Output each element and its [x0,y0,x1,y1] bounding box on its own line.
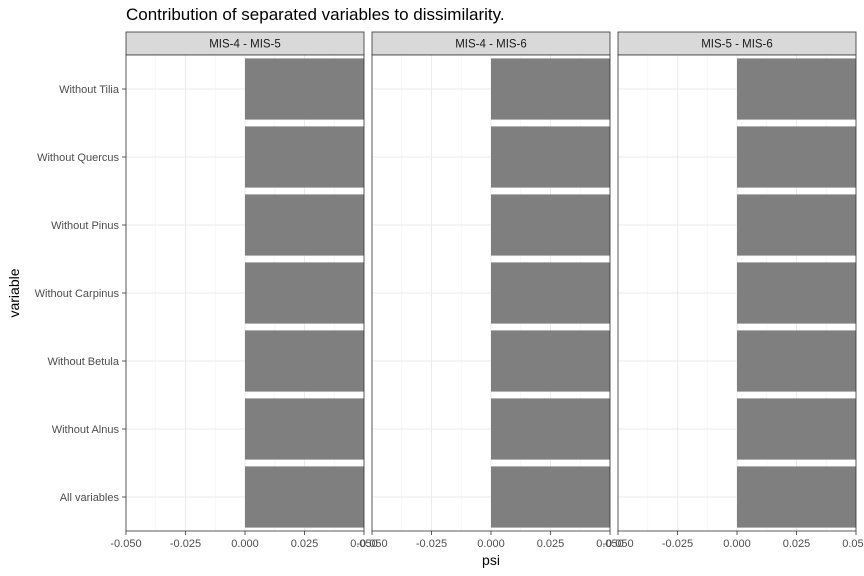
y-tick-label: Without Carpinus [35,288,120,300]
x-tick-label: -0.025 [662,538,693,550]
x-tick-label: -0.050 [602,538,633,550]
x-tick-label: 0.050 [842,538,864,550]
y-tick-label: Without Betula [47,356,119,368]
x-tick-label: -0.025 [416,538,447,550]
y-axis: All variables Without Alnus Without Betula… [35,84,126,504]
y-tick-label: All variables [60,492,120,504]
bar [245,330,364,392]
bar [737,58,856,120]
bar [737,194,856,256]
bar [737,466,856,528]
y-tick-label: Without Tilia [59,84,120,96]
x-tick-label: 0.025 [291,538,319,550]
y-tick-label: Without Pinus [51,220,119,232]
x-tick-label: -0.050 [110,538,141,550]
y-tick-label: Without Quercus [37,152,119,164]
bar [491,126,610,188]
bar [737,330,856,392]
bar [245,58,364,120]
bar [245,262,364,324]
bar [491,466,610,528]
x-tick-label: 0.050 [350,538,378,550]
x-tick-label: 0.000 [477,538,505,550]
x-tick-label: 0.025 [537,538,565,550]
facet-panels: MIS-4 - MIS-5 -0.050 -0.025 0.000 0.025 0.050… [110,31,864,550]
bar [245,398,364,460]
facet-label: MIS-5 - MIS-6 [701,39,773,51]
x-axis-title: psi [482,552,500,568]
facet-panel: MIS-4 - MIS-5 -0.050 -0.025 0.000 0.025 0.050 [110,31,378,550]
x-tick-label: 0.000 [723,538,751,550]
x-tick-label: -0.050 [356,538,387,550]
facet-label: MIS-4 - MIS-5 [209,39,281,51]
y-axis-title: variable [6,268,22,317]
x-tick-label: 0.050 [596,538,624,550]
x-tick-label: 0.000 [231,538,259,550]
facet-panel: MIS-4 - MIS-6 -0.050 -0.025 0.000 0.025 0.050 [356,31,624,550]
x-tick-label: 0.025 [783,538,811,550]
bar [491,58,610,120]
bar [491,398,610,460]
bar [245,466,364,528]
bar [737,398,856,460]
x-tick-label: -0.025 [170,538,201,550]
bar [737,262,856,324]
y-tick-label: Without Alnus [52,424,120,436]
facet-panel: MIS-5 - MIS-6 -0.050 -0.025 0.000 0.025 0.050 [602,31,864,550]
chart-title: Contribution of separated variables to d… [126,5,505,24]
bar [245,126,364,188]
bar [491,330,610,392]
bar [491,262,610,324]
facet-label: MIS-4 - MIS-6 [455,39,527,51]
bar [737,126,856,188]
bar [491,194,610,256]
bar [245,194,364,256]
